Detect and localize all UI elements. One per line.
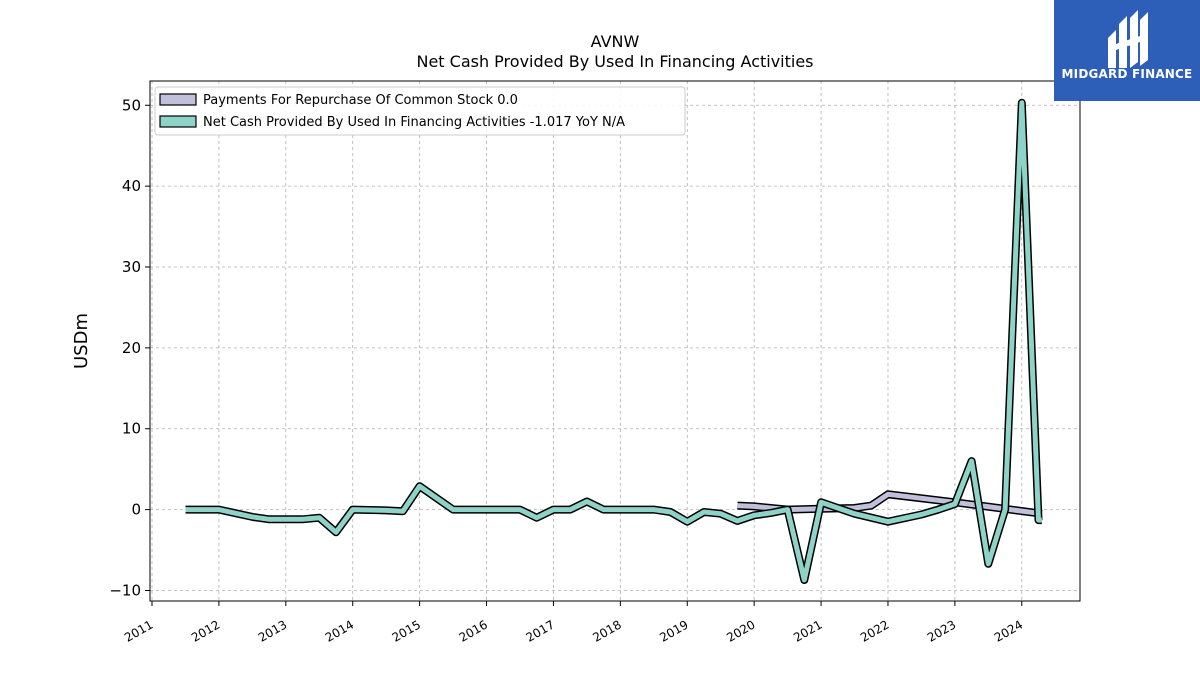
chart-title: AVNW: [590, 32, 640, 51]
x-tick-label: 2023: [925, 617, 958, 644]
y-tick-label: 0: [131, 501, 141, 519]
y-tick-label: −10: [109, 581, 141, 599]
x-tick-label: 2016: [457, 617, 490, 644]
y-axis: −10 0 10 20 30 40 50: [109, 96, 150, 599]
y-tick-label: 40: [122, 177, 141, 195]
y-tick-label: 30: [122, 258, 141, 276]
x-tick-label: 2020: [724, 617, 757, 644]
legend-label-repurchase: Payments For Repurchase Of Common Stock …: [203, 93, 518, 108]
y-tick-label: 20: [122, 339, 141, 357]
series-line-1: [185, 100, 1042, 583]
x-tick-label: 2014: [323, 617, 356, 644]
grid: [150, 81, 1080, 601]
legend-swatch-financing: [159, 115, 197, 128]
x-tick-label: 2017: [523, 617, 556, 644]
series-layer: [185, 98, 1043, 584]
plot-frame: [149, 80, 1081, 602]
x-tick-label: 2022: [858, 617, 891, 644]
y-tick-label: 10: [122, 420, 141, 438]
x-tick-label: 2018: [590, 617, 623, 644]
x-tick-label: 2015: [390, 617, 423, 644]
legend-label-financing: Net Cash Provided By Used In Financing A…: [203, 115, 625, 130]
logo-text: MIDGARD FINANCE: [1061, 67, 1193, 81]
x-axis: 2011 2012 2013 2014 2015 2016 2017 2018 2019 2020…: [122, 601, 1025, 645]
y-tick-label: 50: [122, 96, 141, 114]
x-tick-label: 2019: [657, 617, 690, 644]
x-tick-label: 2013: [256, 617, 289, 644]
logo-mark-icon: [1108, 10, 1148, 68]
x-tick-label: 2024: [992, 617, 1025, 644]
series-line-0: [737, 491, 1043, 517]
y-axis-label: USDm: [71, 313, 92, 369]
chart-subtitle: Net Cash Provided By Used In Financing A…: [416, 52, 814, 71]
legend: Payments For Repurchase Of Common Stock …: [154, 86, 686, 136]
x-tick-label: 2012: [189, 617, 222, 644]
legend-swatch-repurchase: [159, 93, 197, 106]
x-tick-label: 2011: [122, 617, 155, 644]
brand-logo: MIDGARD FINANCE: [1054, 0, 1200, 101]
legend-frame: [154, 86, 686, 136]
x-tick-label: 2021: [791, 617, 824, 644]
